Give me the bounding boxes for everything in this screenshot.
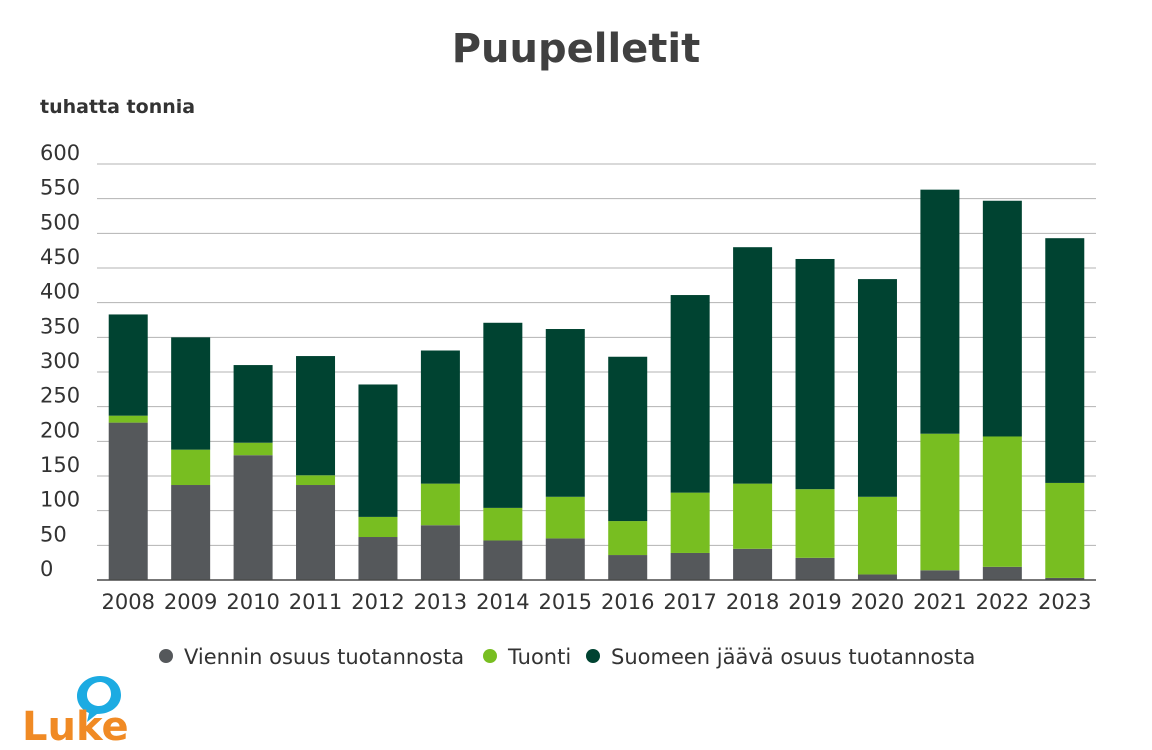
bar-2014-series-0: [483, 540, 523, 580]
y-tick-label: 0: [40, 557, 53, 581]
y-tick-label: 100: [40, 488, 80, 512]
x-tick-label: 2017: [663, 590, 716, 614]
bar-2016-series-1: [608, 521, 648, 556]
bar-2020-series-1: [857, 496, 897, 575]
legend-marker: [586, 649, 600, 663]
y-tick-label: 550: [40, 176, 80, 200]
x-tick-label: 2011: [289, 590, 342, 614]
y-tick-label: 150: [40, 453, 80, 477]
bar-2013-series-1: [420, 483, 460, 526]
legend-label: Suomeen jäävä osuus tuotannosta: [611, 645, 975, 669]
bar-2015-series-0: [545, 538, 585, 580]
bar-2021-series-0: [920, 570, 960, 580]
x-tick-label: 2019: [788, 590, 841, 614]
bar-2015-series-2: [545, 329, 585, 497]
bar-2014-series-2: [483, 322, 523, 508]
y-tick-label: 250: [40, 384, 80, 408]
x-tick-label: 2023: [1038, 590, 1091, 614]
bar-2021-series-2: [920, 189, 960, 434]
x-tick-label: 2016: [601, 590, 654, 614]
bar-2018-series-0: [733, 548, 773, 580]
bar-2019-series-1: [795, 489, 835, 558]
bar-2022-series-2: [982, 200, 1022, 437]
y-axis-ticks: 0 50 100 150 200 250 300 350 400 450 500 550 600: [40, 141, 80, 581]
luke-logo: Luke: [22, 676, 129, 750]
bar-2016-series-0: [608, 555, 648, 580]
legend: Viennin osuus tuotannosta Tuonti Suomeen j…: [159, 645, 975, 669]
bar-2023-series-2: [1045, 238, 1085, 483]
logo-text: Luke: [22, 704, 129, 750]
y-tick-label: 200: [40, 418, 80, 442]
x-tick-label: 2022: [976, 590, 1029, 614]
bar-2023-series-1: [1045, 482, 1085, 578]
bar-2009-series-2: [171, 337, 211, 450]
y-tick-label: 600: [40, 141, 80, 165]
bar-2022-series-1: [982, 436, 1022, 567]
bar-2019-series-2: [795, 258, 835, 490]
legend-label: Tuonti: [507, 645, 571, 669]
bar-2011-series-0: [296, 485, 336, 580]
bar-2020-series-2: [857, 279, 897, 497]
x-tick-label: 2010: [226, 590, 279, 614]
bar-2011-series-1: [296, 475, 336, 486]
x-tick-label: 2012: [351, 590, 404, 614]
bar-2008-series-1: [108, 415, 148, 423]
legend-label: Viennin osuus tuotannosta: [184, 645, 464, 669]
legend-marker: [159, 649, 173, 663]
x-tick-label: 2015: [539, 590, 592, 614]
x-tick-label: 2013: [414, 590, 467, 614]
bar-2016-series-2: [608, 356, 648, 522]
bar-2015-series-1: [545, 496, 585, 539]
legend-marker: [483, 649, 497, 663]
x-tick-label: 2008: [101, 590, 154, 614]
bar-2009-series-1: [171, 449, 211, 486]
x-tick-label: 2018: [726, 590, 779, 614]
bar-2013-series-2: [420, 350, 460, 484]
bar-2010-series-0: [233, 455, 273, 580]
x-tick-label: 2009: [164, 590, 217, 614]
y-tick-label: 450: [40, 245, 80, 269]
bar-2008-series-2: [108, 314, 148, 416]
bar-2010-series-2: [233, 365, 273, 443]
x-axis-ticks: 2008 2009 2010 2011 2012 2013 2014 2015 2016 2017…: [101, 590, 1091, 614]
y-axis-unit-label: tuhatta tonnia: [40, 96, 195, 118]
bar-2013-series-0: [420, 525, 460, 580]
bar-2010-series-1: [233, 442, 273, 456]
bars: [108, 189, 1085, 580]
bar-2022-series-0: [982, 566, 1022, 580]
bar-2012-series-2: [358, 384, 398, 517]
bar-2009-series-0: [171, 485, 211, 580]
x-tick-label: 2021: [913, 590, 966, 614]
bar-2020-series-0: [857, 574, 897, 580]
y-tick-label: 50: [40, 522, 67, 546]
x-tick-label: 2020: [851, 590, 904, 614]
bar-2017-series-1: [670, 492, 710, 553]
bar-2017-series-2: [670, 295, 710, 493]
bar-2012-series-0: [358, 537, 398, 580]
bar-2018-series-1: [733, 483, 773, 549]
bar-2018-series-2: [733, 247, 773, 484]
bar-2014-series-1: [483, 507, 523, 541]
bar-2023-series-0: [1045, 577, 1085, 580]
bar-2012-series-1: [358, 516, 398, 538]
y-tick-label: 400: [40, 280, 80, 304]
bar-2017-series-0: [670, 552, 710, 580]
bar-2011-series-2: [296, 356, 336, 476]
bar-2021-series-1: [920, 433, 960, 571]
bar-2008-series-0: [108, 422, 148, 580]
logo-speech-bubble-icon: [77, 676, 121, 722]
bar-2019-series-0: [795, 557, 835, 580]
chart-title: Puupelletit: [452, 26, 701, 72]
y-tick-label: 300: [40, 349, 80, 373]
x-tick-label: 2014: [476, 590, 529, 614]
y-tick-label: 500: [40, 210, 80, 234]
y-tick-label: 350: [40, 314, 80, 338]
